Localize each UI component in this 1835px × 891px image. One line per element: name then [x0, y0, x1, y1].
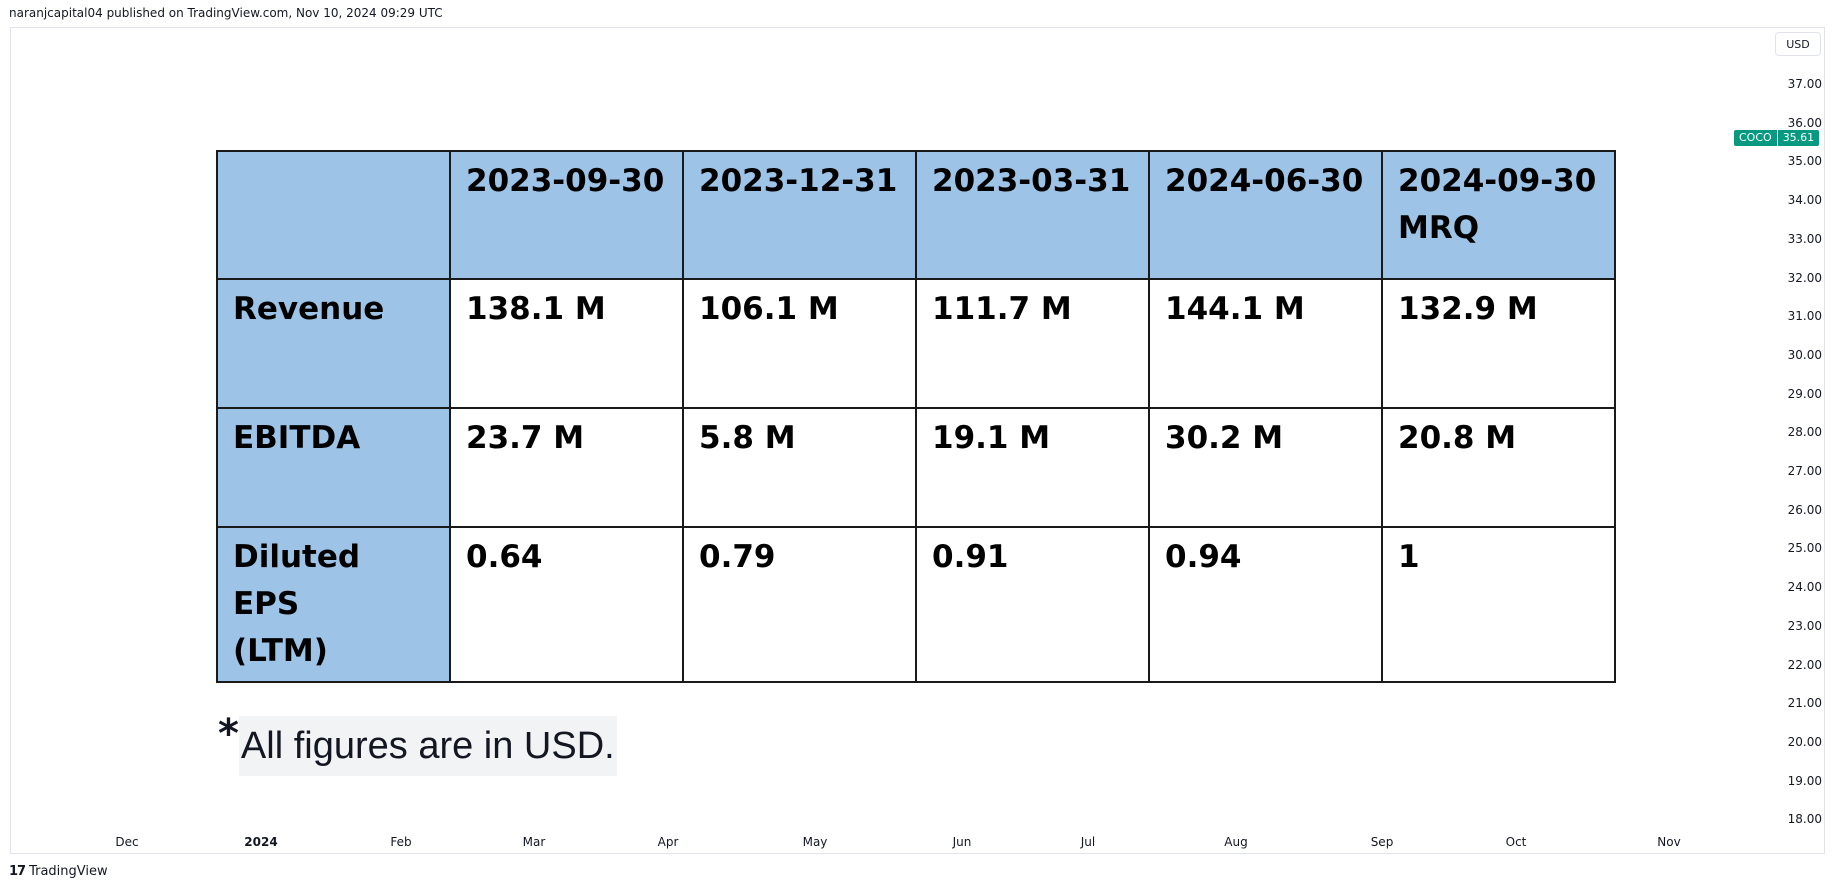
publisher-line: naranjcapital04 published on TradingView…	[9, 6, 443, 20]
price-tick-label: 33.00	[1787, 231, 1822, 246]
table-header-row: 2023-09-30 2023-12-31 2023-03-31 2024-06…	[216, 150, 1616, 280]
table-cell: 1	[1381, 526, 1616, 683]
time-tick-label: Dec	[115, 835, 139, 849]
price-tick-label: 29.00	[1787, 386, 1822, 401]
header-cell-empty	[216, 150, 451, 280]
table-row-ebitda: EBITDA 23.7 M 5.8 M 19.1 M 30.2 M 20.8 M	[216, 407, 1616, 528]
row-label: Revenue	[216, 278, 451, 409]
price-tick-label: 27.00	[1787, 464, 1822, 478]
time-tick-label: Jun	[952, 835, 972, 849]
header-cell: 2023-03-31	[915, 150, 1150, 280]
price-tick-label: 22.00	[1787, 657, 1822, 672]
footnote-text: All figures are in USD.	[238, 716, 617, 776]
row-label: EBITDA	[216, 407, 451, 528]
table-row-revenue: Revenue 138.1 M 106.1 M 111.7 M 144.1 M …	[216, 278, 1616, 409]
row-label: Diluted EPS (LTM)	[216, 526, 451, 683]
table-cell: 5.8 M	[682, 407, 917, 528]
time-tick-label: Jul	[1080, 835, 1096, 849]
last-price-tag: COCO 35.61	[1734, 130, 1820, 146]
tradingview-logo-icon: 17	[9, 864, 26, 879]
table-cell: 0.64	[449, 526, 684, 683]
table-cell: 20.8 M	[1381, 407, 1616, 528]
price-tick-label: 20.00	[1787, 734, 1822, 749]
time-tick-label: Mar	[522, 835, 546, 849]
financials-table: 2023-09-30 2023-12-31 2023-03-31 2024-06…	[216, 150, 1616, 683]
time-tick-label: Aug	[1224, 835, 1248, 849]
footnote-marker: *	[218, 711, 239, 757]
header-cell: 2024-06-30	[1148, 150, 1383, 280]
time-tick-label: Oct	[1505, 835, 1527, 849]
time-tick-label: May	[802, 835, 828, 849]
time-tick-label: Apr	[657, 835, 679, 849]
table-cell: 0.79	[682, 526, 917, 683]
time-tick-label: Sep	[1370, 835, 1394, 849]
time-tick-label: 2024	[244, 835, 278, 849]
price-tick-label: 36.00	[1787, 115, 1822, 130]
table-cell: 19.1 M	[915, 407, 1150, 528]
header-cell: 2023-12-31	[682, 150, 917, 280]
price-tick-label: 18.00	[1787, 812, 1822, 827]
table-cell: 111.7 M	[915, 278, 1150, 409]
price-tick-label: 35.00	[1787, 154, 1822, 169]
price-tick-label: 28.00	[1787, 425, 1822, 440]
time-tick-label: Feb	[390, 835, 412, 849]
brand-name: TradingView	[29, 864, 108, 879]
price-tick-label: 19.00	[1787, 773, 1822, 788]
last-price-value: 35.61	[1776, 130, 1820, 146]
table-row-eps: Diluted EPS (LTM) 0.64 0.79 0.91 0.94 1	[216, 526, 1616, 683]
price-tick-label: 31.00	[1787, 309, 1822, 324]
table-cell: 132.9 M	[1381, 278, 1616, 409]
price-tick-label: 25.00	[1787, 541, 1822, 556]
table-cell: 30.2 M	[1148, 407, 1383, 528]
footer-brand[interactable]: 17 TradingView	[9, 864, 108, 879]
header-cell: 2023-09-30	[449, 150, 684, 280]
price-tick-label: 21.00	[1787, 696, 1822, 711]
price-tick-label: 24.00	[1787, 580, 1822, 595]
symbol-label: COCO	[1734, 130, 1777, 146]
price-tick-label: 30.00	[1787, 347, 1822, 362]
price-tick-label: 37.00	[1787, 77, 1822, 91]
table-cell: 144.1 M	[1148, 278, 1383, 409]
table-cell: 106.1 M	[682, 278, 917, 409]
price-tick-label: 34.00	[1787, 193, 1822, 208]
footnote: * All figures are in USD.	[218, 711, 617, 776]
time-tick-label: Nov	[1657, 835, 1681, 849]
table-cell: 0.91	[915, 526, 1150, 683]
currency-button[interactable]: USD	[1775, 32, 1821, 56]
table-cell: 138.1 M	[449, 278, 684, 409]
chart-pane[interactable]	[10, 27, 1825, 854]
price-tick-label: 32.00	[1787, 270, 1822, 285]
table-cell: 23.7 M	[449, 407, 684, 528]
price-tick-label: 23.00	[1787, 618, 1822, 633]
table-cell: 0.94	[1148, 526, 1383, 683]
price-tick-label: 26.00	[1787, 502, 1822, 517]
header-cell: 2024-09-30 MRQ	[1381, 150, 1616, 280]
